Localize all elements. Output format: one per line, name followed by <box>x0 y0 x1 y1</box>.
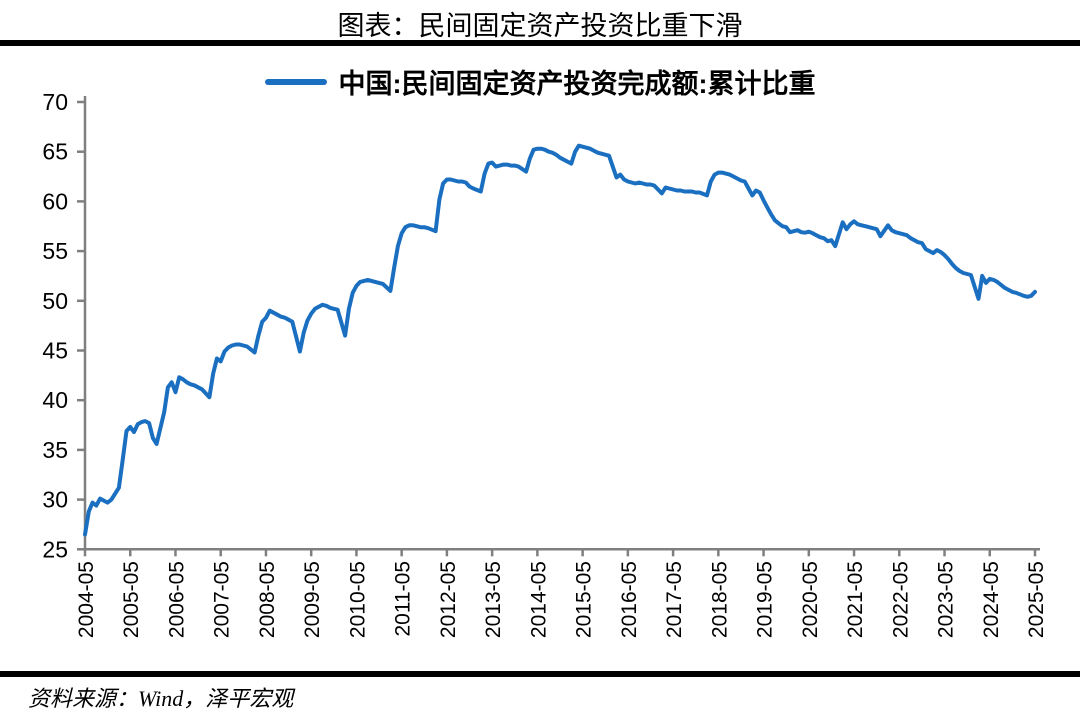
x-tick-label: 2019-05 <box>754 561 777 638</box>
x-tick-label: 2006-05 <box>165 561 188 638</box>
x-tick-label: 2004-05 <box>75 561 98 638</box>
chart-title: 图表：民间固定资产投资比重下滑 <box>337 11 743 41</box>
x-tick-label: 2014-05 <box>527 561 550 638</box>
y-tick-label: 70 <box>42 89 68 115</box>
x-tick-label: 2016-05 <box>618 561 641 638</box>
y-tick-label: 65 <box>42 139 68 165</box>
x-tick-label: 2022-05 <box>889 561 912 638</box>
y-tick-label: 35 <box>42 437 68 463</box>
x-tick-label: 2018-05 <box>708 561 731 638</box>
y-tick-label: 30 <box>42 487 68 513</box>
x-tick-label: 2011-05 <box>392 561 415 637</box>
x-tick-label: 2024-05 <box>980 561 1003 638</box>
x-tick-label: 2025-05 <box>1025 561 1048 638</box>
legend: 中国:民间固定资产投资完成额:累计比重 <box>0 62 1080 101</box>
y-tick-label: 25 <box>42 536 68 562</box>
legend-line-swatch <box>264 78 327 85</box>
x-tick-label: 2012-05 <box>437 561 460 638</box>
y-tick-label: 50 <box>42 288 68 314</box>
x-tick-label: 2021-05 <box>844 561 867 638</box>
y-tick-label: 55 <box>42 238 68 264</box>
y-tick-label: 45 <box>42 338 68 364</box>
x-tick-label: 2017-05 <box>663 561 686 638</box>
x-tick-label: 2020-05 <box>799 561 822 638</box>
x-tick-label: 2007-05 <box>211 561 234 638</box>
x-tick-label: 2023-05 <box>935 561 958 638</box>
legend-series-label: 中国:民间固定资产投资完成额:累计比重 <box>338 69 816 99</box>
source-note: 资料来源：Wind，泽平宏观 <box>28 686 294 711</box>
bottom-divider-rule <box>0 671 1080 677</box>
top-divider-rule <box>0 40 1080 46</box>
y-tick-label: 60 <box>42 188 68 214</box>
x-tick-label: 2013-05 <box>482 561 505 638</box>
x-tick-label: 2010-05 <box>346 561 369 638</box>
x-tick-label: 2005-05 <box>120 561 143 638</box>
y-tick-label: 40 <box>42 387 68 413</box>
x-tick-label: 2015-05 <box>573 561 596 638</box>
x-tick-label: 2009-05 <box>301 561 324 638</box>
x-tick-label: 2008-05 <box>256 561 279 638</box>
series-line <box>83 143 1037 537</box>
